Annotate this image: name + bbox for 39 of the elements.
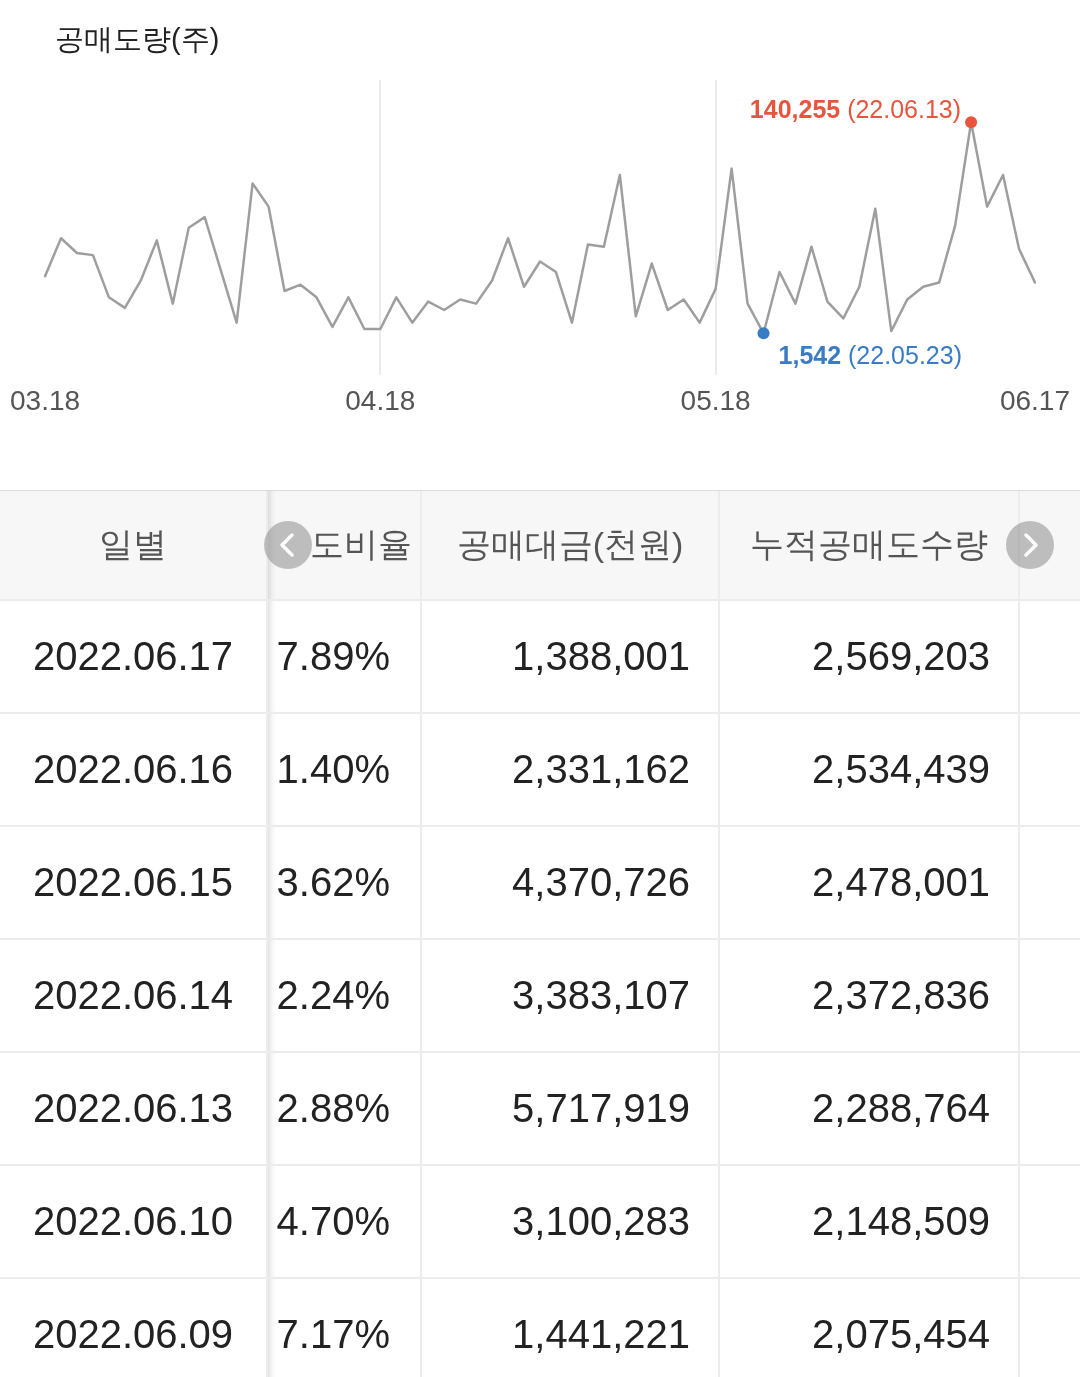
annotation: 140,255 (22.06.13) <box>749 95 962 124</box>
x-tick-label: 04.18 <box>345 384 416 416</box>
category-label: 공매대금(천원) <box>456 524 684 565</box>
text: 4,370,726 <box>512 860 690 904</box>
category-label: 2022.06.13 <box>32 1086 234 1130</box>
category-label: 2022.06.14 <box>32 973 234 1017</box>
text: 7.89% <box>276 634 390 678</box>
x-tick-label: 06.17 <box>999 384 1070 416</box>
text: 3.62% <box>276 860 390 904</box>
text: 일별 <box>99 524 167 565</box>
category-label: 2022.06.10 <box>32 1199 234 1243</box>
text: 2,148,509 <box>812 1199 990 1243</box>
category-label: 2022.06.16 <box>32 747 234 791</box>
x-tick-label: 03.18 <box>10 384 81 416</box>
text: 1,542 (22.05.23) <box>778 341 963 370</box>
text: 3,383,107 <box>512 973 690 1017</box>
text: 2,569,203 <box>812 634 990 678</box>
text: 2,372,836 <box>812 973 990 1017</box>
text: 1,388,001 <box>512 634 690 678</box>
text: 2,478,001 <box>812 860 990 904</box>
text: 2.88% <box>276 1086 390 1130</box>
x-tick-label: 05.18 <box>680 384 751 416</box>
text: 2.24% <box>276 973 390 1017</box>
text: 2,534,439 <box>812 747 990 791</box>
text: 1,441,221 <box>512 1312 690 1356</box>
text: 2,075,454 <box>812 1312 990 1356</box>
category-label: 도비율 <box>310 524 412 565</box>
text: 4.70% <box>276 1199 390 1243</box>
text: 5,717,919 <box>512 1086 690 1130</box>
text: 2,288,764 <box>812 1086 990 1130</box>
text: 3,100,283 <box>512 1199 690 1243</box>
category-label: 2022.06.17 <box>32 634 234 678</box>
chart-title: 공매도량(주) <box>55 22 220 57</box>
category-label: 2022.06.09 <box>32 1312 234 1356</box>
category-label: 2022.06.15 <box>32 860 234 904</box>
text: 2,331,162 <box>512 747 690 791</box>
text: 1.40% <box>276 747 390 791</box>
text: 7.17% <box>276 1312 390 1356</box>
category-label: 누적공매도수량 <box>750 524 988 565</box>
